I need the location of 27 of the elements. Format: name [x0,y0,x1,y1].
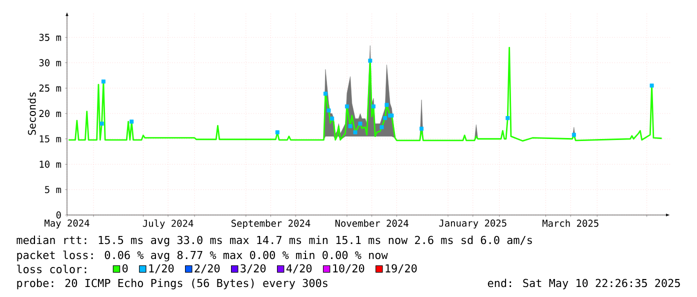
text: end: Sat May 10 22:26:35 2025 [488,278,680,290]
text: packet loss: 0.06 % avg 8.77 % max 0.00 % min 0.00 % now [17,250,388,262]
text: median rtt: 15.5 ms avg 33.0 ms max 14.7 ms min 15.1 ms now 2.6 ms sd 6.0 am/s [16,236,532,246]
legend-label: 19/20 [386,264,417,274]
y-tick-label: 10 m [40,160,62,168]
y-tick-label: 25 m [39,84,62,92]
y-axis-title: Seconds [28,92,36,135]
x-tick-label: July 2024 [142,220,194,229]
x-tick-label: May 2024 [44,220,90,229]
legend-title: loss color: [17,264,86,274]
x-tick-label: March 2025 [542,220,598,227]
y-tick-label: 35 m [39,34,62,41]
legend-label: 3/20 [240,264,266,274]
y-tick-label: 0 [56,211,61,219]
text: probe: 20 ICMP Echo Pings (56 Bytes) every 300s [17,278,328,290]
y-tick-label: 20 m [39,110,62,118]
legend-label: 0 [122,264,128,272]
legend-label: 10/20 [333,264,364,274]
x-tick-label: September 2024 [232,220,310,229]
x-tick-label: November 2024 [335,220,408,227]
x-tick-label: January 2025 [439,220,506,229]
legend-label: 4/20 [286,264,312,274]
y-tick-label: 5 m [45,186,62,194]
legend-label: 1/20 [149,264,174,274]
y-tick-label: 15 m [40,135,62,142]
y-tick-label: 30 m [39,59,62,66]
legend-label: 2/20 [194,264,220,274]
